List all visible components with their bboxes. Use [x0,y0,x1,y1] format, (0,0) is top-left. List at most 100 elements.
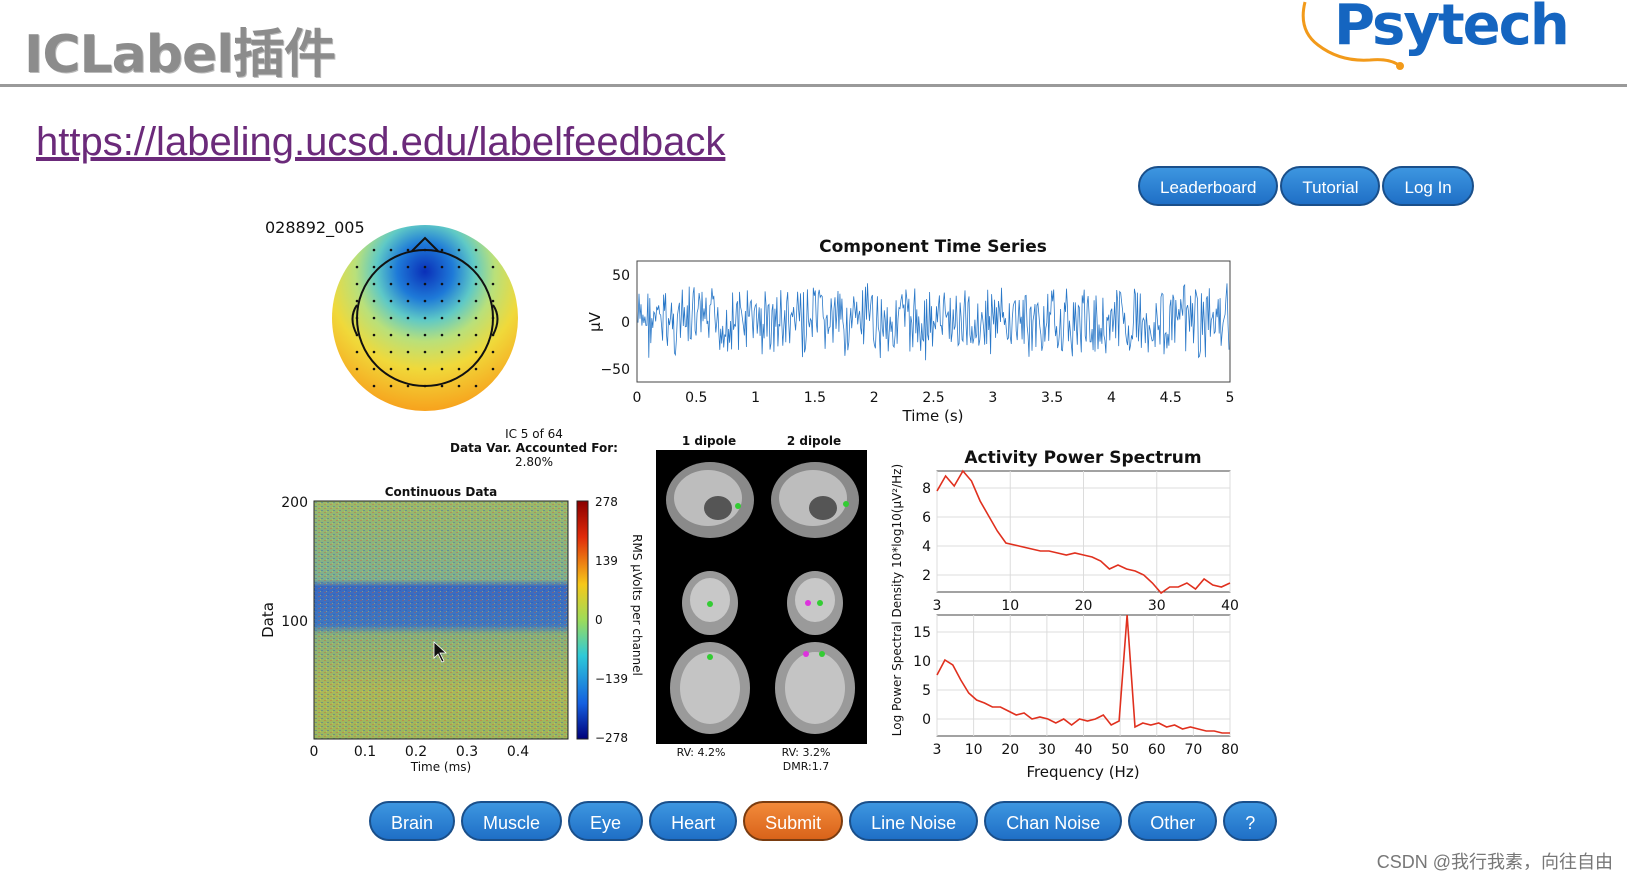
continuous-title: Continuous Data [385,485,498,499]
spectrum-xtick: 30 [1148,598,1166,614]
electrode-dot [491,282,495,286]
time-series-ytick: 0 [621,315,630,331]
colorbar-tick: −139 [595,672,628,686]
electrode-dot [406,316,410,320]
electrode-dot [457,248,461,252]
colorbar-tick: 278 [595,495,618,509]
logo-text: Psytech [1334,0,1568,58]
electrode-dot [355,316,359,320]
colorbar-tick: −278 [595,731,628,745]
spectrum-ytick: 2 [922,568,931,584]
dipole-panel: 1 dipole 2 dipole RV: 4.2% RV: 3.2% DMR:… [656,434,867,773]
time-series-ylabel: μV [586,311,604,332]
spectrum-xtick: 10 [1001,598,1019,614]
colorbar [576,500,589,740]
electrode-dot [440,248,444,252]
electrode-dot [423,384,427,388]
electrode-dot [474,248,478,252]
electrode-dot [440,384,444,388]
electrode-dot [457,367,461,371]
feedback-url-link[interactable]: https://labeling.ucsd.edu/labelfeedback [36,120,726,164]
electrode-dot [423,248,427,252]
electrode-dot [389,333,393,337]
slide-title: ICLabel插件 [24,25,336,85]
continuous-ytick: 100 [281,614,308,630]
other-button[interactable]: Other [1128,801,1218,841]
submit-button[interactable]: Submit [743,801,844,841]
continuous-ylabel: Data [259,602,277,638]
electrode-dot [491,265,495,269]
electrode-dot [372,384,376,388]
time-series-xlabel: Time (s) [902,407,964,425]
electrode-dot [372,248,376,252]
electrode-dot [355,367,359,371]
electrode-dot [372,367,376,371]
login-button[interactable]: Log In [1382,166,1474,206]
electrode-dot [440,367,444,371]
spectrum-xtick: 20 [1001,742,1019,758]
help-button[interactable]: ? [1223,801,1278,841]
electrode-dot [457,282,461,286]
electrode-dot [372,265,376,269]
brain-coronal-1 [682,571,738,635]
electrode-dot [457,265,461,269]
electrode-dot [457,299,461,303]
electrode-dot [406,333,410,337]
colorbar-label: RMS μVolts per channel [630,534,644,676]
spectrum-xlabel: Frequency (Hz) [1026,763,1139,781]
power-spectrum-plot: Activity Power Spectrum Log Power Spectr… [890,448,1239,781]
electrode-dot [406,248,410,252]
brain-button[interactable]: Brain [369,801,456,841]
time-series-xtick: 3.5 [1041,390,1063,406]
electrode-dot [423,282,427,286]
electrode-dot [355,299,359,303]
time-series-xtick: 0.5 [685,390,707,406]
electrode-dot [355,333,359,337]
time-series-xtick: 5 [1226,390,1235,406]
colorbar-tick: 0 [595,613,603,627]
electrode-dot [474,350,478,354]
time-series-plot: Component Time Series μV 50 0 −50 0 0.5 1 1… [586,237,1234,425]
spectrum-xtick: 50 [1111,742,1129,758]
heart-button[interactable]: Heart [649,801,738,841]
spectrum-xtick: 10 [965,742,983,758]
brain-sagittal-1 [666,462,754,538]
electrode-dot [457,350,461,354]
electrode-dot [491,350,495,354]
electrode-dot [389,299,393,303]
spectrum-xtick: 20 [1075,598,1093,614]
electrode-dot [389,282,393,286]
electrode-dot [440,316,444,320]
electrode-dot [474,367,478,371]
brain-axial-1 [670,642,750,734]
spectrum-xtick: 40 [1075,742,1093,758]
eye-button[interactable]: Eye [568,801,644,841]
electrode-dot [474,316,478,320]
colorbar-tick: 139 [595,554,618,568]
electrode-dot [406,282,410,286]
continuous-xlabel: Time (ms) [410,760,472,774]
dipole-label-1: 1 dipole [682,434,736,448]
line-noise-button[interactable]: Line Noise [849,801,979,841]
spectrum-xtick: 40 [1221,598,1239,614]
leaderboard-button[interactable]: Leaderboard [1138,166,1279,206]
electrode-dot [474,333,478,337]
dipole-rv-1: RV: 4.2% [677,746,726,759]
muscle-button[interactable]: Muscle [461,801,563,841]
electrode-dot [355,350,359,354]
chan-noise-button[interactable]: Chan Noise [984,801,1123,841]
electrode-dot [440,282,444,286]
electrode-dot [406,265,410,269]
tutorial-button[interactable]: Tutorial [1280,166,1381,206]
ic-info: IC 5 of 64 [505,427,563,441]
spectrum-xtick: 60 [1148,742,1166,758]
spectrum-xtick: 30 [1038,742,1056,758]
time-series-xtick: 0 [633,390,642,406]
electrode-dot [389,350,393,354]
spectrum-title: Activity Power Spectrum [964,448,1201,468]
time-series-xtick: 4 [1107,390,1116,406]
electrode-dot [372,282,376,286]
spectrum-ytick: 0 [922,712,931,728]
electrode-dot [474,282,478,286]
electrode-dot [372,316,376,320]
